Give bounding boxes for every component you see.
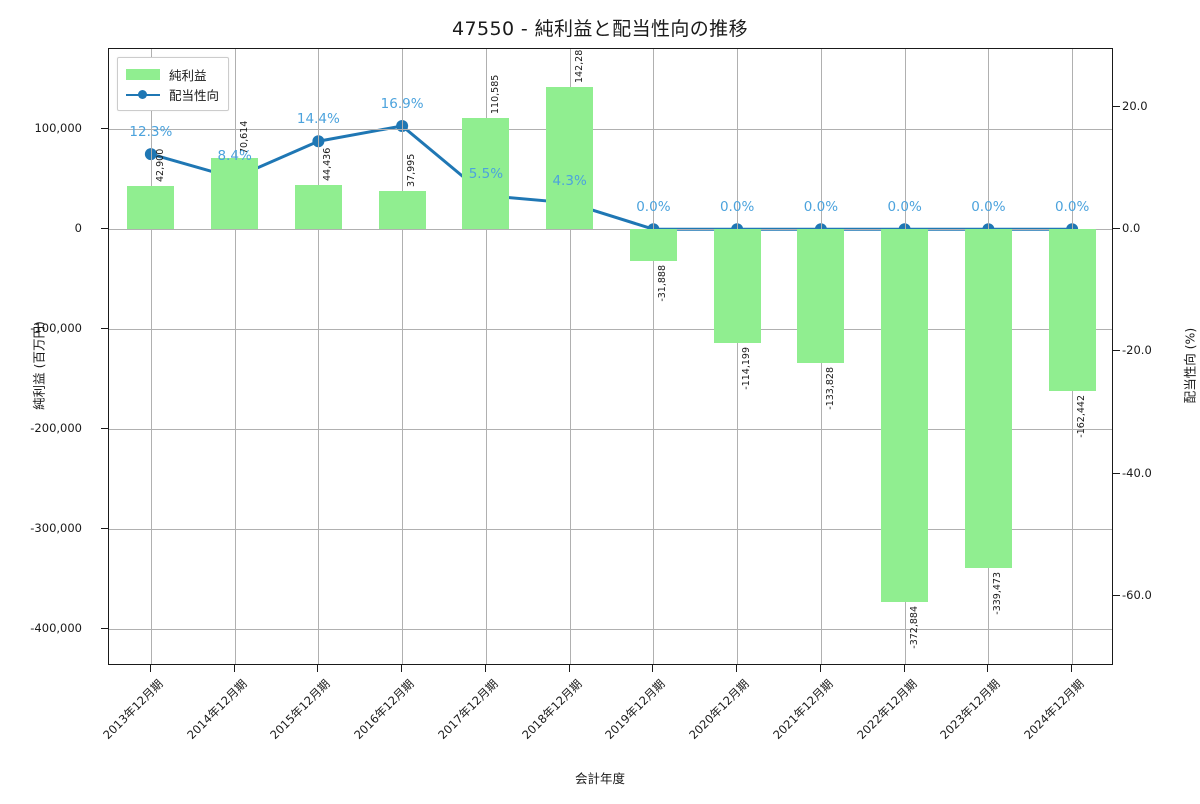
plot-inner: 42,900 70,614 44,436 37,995 110,585 142,282 -3…: [109, 49, 1112, 664]
y-axis-right-tick-label: 20.0: [1122, 99, 1148, 114]
payout-ratio-value-label: 0.0%: [887, 199, 922, 216]
bar-net-income: [1048, 229, 1096, 392]
gridline-horizontal: [109, 229, 1112, 230]
bar-value-label: 44,436: [322, 147, 334, 181]
y-axis-right-tick-label: -60.0: [1122, 587, 1152, 602]
bar-net-income: [211, 158, 259, 229]
x-axis-tick-mark: [903, 665, 905, 672]
gridline-horizontal: [109, 529, 1112, 530]
y-axis-right-tick-label: -20.0: [1122, 343, 1152, 358]
bar-value-label: 142,282: [573, 49, 585, 83]
bar-net-income: [127, 186, 175, 229]
bar-net-income: [797, 229, 845, 363]
bar-value-label: -133,828: [824, 366, 836, 410]
legend-label-net-income: 純利益: [169, 67, 207, 83]
payout-ratio-value-label: 14.4%: [296, 111, 340, 128]
chart-legend: 純利益 配当性向: [117, 57, 230, 111]
y-axis-left-tick-mark: [101, 128, 108, 129]
payout-ratio-value-label: 0.0%: [636, 199, 671, 216]
legend-item-payout-ratio: 配当性向: [126, 84, 219, 104]
y-axis-right-tick-mark: [1113, 594, 1120, 596]
payout-ratio-value-label: 0.0%: [719, 199, 755, 216]
y-axis-right-tick-label: -40.0: [1122, 465, 1152, 480]
y-axis-left-tick-label: -100,000: [30, 321, 82, 335]
y-axis-left-tick-label: 0: [74, 221, 82, 235]
y-axis-left-title: 純利益 (百万円): [31, 321, 47, 410]
bar-net-income: [378, 191, 426, 229]
bar-value-label: -114,199: [741, 347, 753, 390]
payout-ratio-value-label: 0.0%: [971, 199, 1006, 216]
x-axis-title: 会計年度: [574, 771, 625, 786]
y-axis-left-tick-label: -200,000: [30, 421, 82, 435]
legend-line-swatch-icon: [126, 89, 160, 100]
payout-ratio-line: [149, 124, 1074, 231]
x-axis-tick-mark: [568, 665, 570, 672]
gridline-horizontal: [109, 329, 1112, 330]
y-axis-left-tick-label: -400,000: [30, 621, 82, 635]
legend-item-net-income: 純利益: [126, 64, 219, 84]
bar-value-label: 37,995: [406, 153, 418, 187]
gridline-vertical: [318, 49, 320, 664]
plot-area: 42,900 70,614 44,436 37,995 110,585 142,282 -3…: [108, 48, 1113, 665]
gridline-vertical: [234, 49, 236, 664]
gridline-vertical: [150, 49, 152, 664]
y-axis-right-title: 配当性向 (%): [1182, 327, 1198, 404]
bar-net-income: [964, 229, 1012, 569]
bar-value-label: 110,585: [489, 75, 501, 115]
x-axis-tick-mark: [987, 665, 989, 672]
y-axis-left-tick-mark: [101, 328, 108, 329]
legend-bar-swatch-icon: [126, 68, 160, 80]
x-axis-tick-mark: [484, 665, 486, 672]
y-axis-left-tick-mark: [101, 228, 108, 229]
payout-ratio-line-series: [144, 119, 1079, 236]
bar-value-label: -162,442: [1076, 395, 1088, 439]
payout-ratio-value-label: 4.3%: [552, 172, 587, 189]
bar-net-income: [546, 86, 594, 229]
payout-ratio-value-label: 0.0%: [803, 199, 839, 216]
payout-ratio-value-label: 16.9%: [380, 95, 424, 112]
payout-ratio-value-label: 8.4%: [217, 147, 252, 164]
gridline-vertical: [485, 49, 487, 664]
x-axis-tick-mark: [1071, 665, 1073, 672]
bar-value-label: 42,900: [154, 148, 166, 183]
bar-net-income: [881, 229, 929, 602]
bar-net-income: [462, 118, 510, 229]
bar-net-income: [713, 229, 761, 344]
x-axis-tick-mark: [149, 665, 151, 672]
y-axis-right-tick-mark: [1113, 350, 1120, 352]
gridline-vertical: [653, 49, 655, 664]
gridline-vertical: [569, 49, 571, 664]
y-axis-left-tick-label: 100,000: [34, 121, 82, 135]
chart-title: 47550 - 純利益と配当性向の推移: [452, 18, 748, 40]
y-axis-left-tick-mark: [101, 528, 108, 529]
gridline-vertical: [737, 49, 739, 664]
bar-net-income: [629, 229, 677, 261]
y-axis-right-tick-label: 0.0: [1122, 221, 1141, 236]
x-axis-tick-mark: [819, 665, 821, 672]
payout-ratio-value-label: 0.0%: [1054, 199, 1090, 216]
x-axis-tick-mark: [652, 665, 654, 672]
bar-value-label: -372,884: [908, 605, 920, 649]
x-axis-tick-mark: [317, 665, 319, 672]
bar-value-label: -339,473: [992, 572, 1004, 616]
y-axis-left-tick-mark: [101, 628, 108, 629]
y-axis-right-tick-mark: [1113, 106, 1120, 108]
y-axis-right-tick-mark: [1113, 228, 1120, 230]
x-axis-tick-mark: [233, 665, 235, 672]
bar-value-label: -31,888: [657, 264, 669, 302]
y-axis-right-tick-mark: [1113, 472, 1120, 474]
gridline-vertical: [402, 49, 404, 664]
bar-net-income: [294, 184, 342, 229]
gridline-horizontal: [109, 629, 1112, 630]
x-axis-tick-mark: [736, 665, 738, 672]
y-axis-left-tick-mark: [101, 428, 108, 429]
payout-ratio-value-label: 5.5%: [468, 165, 504, 182]
y-axis-left-tick-label: -300,000: [30, 521, 82, 535]
x-axis-tick-mark: [401, 665, 403, 672]
gridline-horizontal: [109, 129, 1112, 130]
gridline-horizontal: [109, 429, 1112, 430]
legend-label-payout-ratio: 配当性向: [169, 87, 220, 103]
payout-ratio-value-label: 12.3%: [129, 124, 173, 141]
